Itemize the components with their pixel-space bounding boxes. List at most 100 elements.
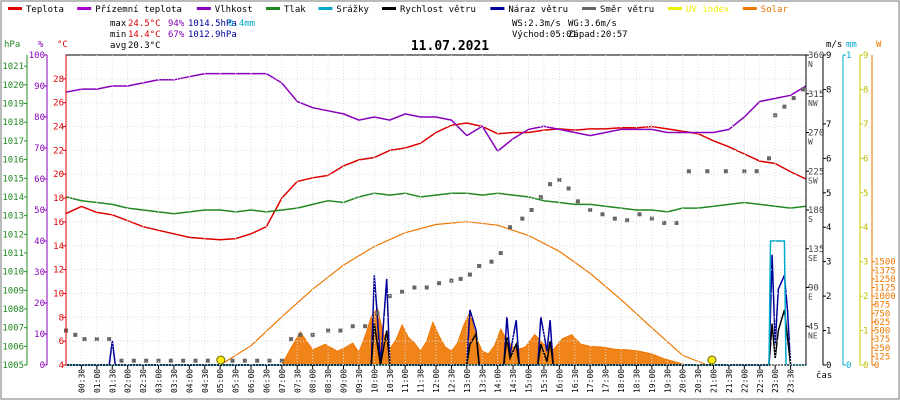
legend: Teplota Přízemní teplota Vlhkost Tlak Srážky… <box>8 5 788 15</box>
axis-temp-label-4: 12 <box>53 266 64 276</box>
x-tick-label-16: 08:30 <box>324 369 333 393</box>
legend-swatch-7 <box>582 7 596 10</box>
axis-solar-label-3: 375 <box>874 335 890 345</box>
axis-solar-label-5: 625 <box>874 318 890 328</box>
series-8-point-30 <box>424 285 429 290</box>
axis-pressure-label-4: 1009 <box>2 286 24 296</box>
series-8-point-16 <box>255 358 260 363</box>
axis-pressure-label-14: 1019 <box>2 100 24 110</box>
wind-gust: WG:3.6m/s <box>568 19 617 29</box>
series-5-line <box>66 254 792 366</box>
legend-swatch-5 <box>382 7 396 10</box>
axis-temp-label-7: 18 <box>53 194 64 204</box>
sunset-time: Západ:20:57 <box>568 30 628 40</box>
series-8-point-57 <box>742 169 747 174</box>
axis-pressure-label-3: 1008 <box>2 305 24 315</box>
x-tick-label-46: 23:30 <box>787 369 796 393</box>
x-tick-label-14: 07:30 <box>293 369 302 393</box>
x-tick-label-45: 23:00 <box>771 369 780 393</box>
stats-block: max 24.5°C 94% 1014.5hPa 0.4mm min 14.4°… <box>110 19 255 51</box>
series-8-point-58 <box>754 169 759 174</box>
series-8-point-10 <box>181 358 186 363</box>
series-8-point-27 <box>387 294 392 299</box>
x-tick-label-31: 16:00 <box>555 369 564 393</box>
legend-label-2: Vlhkost <box>215 5 253 15</box>
stat-max-press: 1014.5hPa <box>188 19 237 29</box>
series-8-point-53 <box>674 220 679 225</box>
axis-pressure-label-1: 1006 <box>2 342 24 352</box>
stat-max-temp: 24.5°C <box>128 19 161 29</box>
legend-swatch-4 <box>318 7 333 10</box>
stat-avg-label: avg <box>110 41 126 51</box>
axis-wind-dir-dir-0: NE <box>808 331 818 340</box>
series-8-point-54 <box>686 169 691 174</box>
axis-wind-dir-label-4: 225 <box>808 167 824 177</box>
legend-label-3: Tlak <box>284 5 306 15</box>
unit-ms: m/s <box>826 40 842 50</box>
axes: 1005100610071008100910101011101210131014… <box>2 51 895 371</box>
axis-pressure-label-5: 1010 <box>2 268 24 278</box>
axis-wind-dir-label-7: 360 <box>808 51 824 61</box>
legend-label-1: Přízemní teplota <box>95 5 182 15</box>
axis-temp-label-10: 24 <box>53 123 64 133</box>
axis-pressure-label-9: 1014 <box>2 193 24 203</box>
series-8-point-49 <box>625 218 630 223</box>
axis-temp-label-3: 10 <box>53 289 64 299</box>
stat-min-hum: 67% <box>168 30 185 40</box>
legend-swatch-3 <box>266 7 280 10</box>
legend-label-6: Náraz větru <box>508 5 568 15</box>
x-tick-label-41: 21:00 <box>710 369 719 393</box>
axis-pressure-label-11: 1016 <box>2 156 24 166</box>
x-tick-label-39: 20:00 <box>679 369 688 393</box>
axis-wind-dir-label-0: 45 <box>808 322 819 332</box>
axis-humidity-label-2: 20 <box>34 299 45 309</box>
axis-uv-label-9: 9 <box>863 51 868 61</box>
axis-solar-label-0: 0 <box>874 361 879 371</box>
series-8-point-9 <box>168 358 173 363</box>
x-tick-label-26: 13:30 <box>478 369 487 393</box>
x-tick-label-10: 05:30 <box>232 369 241 393</box>
axis-uv-label-3: 3 <box>863 258 868 268</box>
legend-label-7: Směr větru <box>600 5 654 15</box>
axis-uv-label-4: 4 <box>863 223 868 233</box>
axis-solar-label-9: 1125 <box>874 284 896 294</box>
axis-solar-label-4: 500 <box>874 327 890 337</box>
unit-hpa: hPa <box>4 40 20 50</box>
axis-pressure-label-8: 1013 <box>2 212 24 222</box>
x-tick-label-17: 09:00 <box>340 369 349 393</box>
x-tick-label-40: 20:30 <box>694 369 703 393</box>
axis-wind-dir-label-5: 270 <box>808 129 824 139</box>
legend-swatch-9 <box>742 7 757 10</box>
x-tick-label-32: 16:30 <box>571 369 580 393</box>
axis-solar-label-2: 250 <box>874 344 890 354</box>
axis-pressure-label-13: 1018 <box>2 118 24 128</box>
series-8-point-55 <box>705 169 710 174</box>
axis-uv-label-7: 7 <box>863 120 868 130</box>
legend-swatch-0 <box>8 7 22 10</box>
series-8-point-22 <box>326 328 331 333</box>
series-8-point-39 <box>520 216 525 221</box>
axis-wind-speed-label-2: 2 <box>826 292 831 302</box>
axis-wind-speed-label-7: 7 <box>826 120 831 130</box>
x-tick-label-24: 12:30 <box>447 369 456 393</box>
axis-wind-speed-label-6: 6 <box>826 154 831 164</box>
x-tick-label-42: 21:30 <box>725 369 734 393</box>
x-tick-label-11: 06:00 <box>247 369 256 393</box>
series-8-point-48 <box>612 216 617 221</box>
series-3-line <box>219 221 708 366</box>
stat-max-rain: 0.4mm <box>228 19 255 29</box>
series-8-point-50 <box>637 212 642 217</box>
series-6-line <box>66 309 792 366</box>
axis-pressure-label-16: 1021 <box>2 62 24 72</box>
series-8-point-20 <box>298 332 303 337</box>
axis-solar-label-11: 1375 <box>874 266 896 276</box>
series-8-point-29 <box>412 285 417 290</box>
unit-mm: mm <box>846 40 857 50</box>
series-8-point-19 <box>289 337 294 342</box>
series-8-point-41 <box>538 195 543 200</box>
axis-humidity-label-7: 70 <box>34 144 45 154</box>
legend-label-5: Rychlost větru <box>400 5 476 15</box>
x-tick-label-34: 17:30 <box>602 369 611 393</box>
series-8-point-17 <box>267 358 272 363</box>
